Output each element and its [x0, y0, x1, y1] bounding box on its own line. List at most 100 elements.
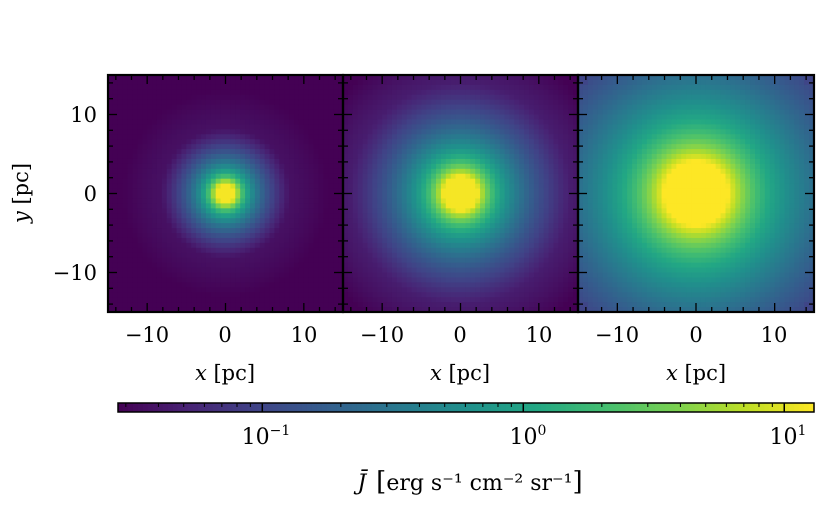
heatmap-cell: [215, 297, 222, 303]
heatmap-cell: [578, 124, 584, 130]
heatmap-cell: [147, 183, 153, 190]
heatmap-cell: [142, 252, 148, 259]
heatmap-cell: [245, 173, 251, 180]
heatmap-cell: [240, 297, 246, 303]
heatmap-cell: [259, 302, 266, 308]
heatmap-cell: [406, 257, 413, 264]
heatmap-cell: [166, 109, 173, 116]
heatmap-cell: [387, 75, 393, 81]
heatmap-cell: [475, 84, 481, 91]
heatmap-cell: [318, 307, 325, 312]
heatmap-cell: [475, 134, 481, 140]
heatmap-cell: [303, 183, 310, 190]
heatmap-cell: [431, 223, 437, 229]
heatmap-cell: [568, 272, 574, 279]
heatmap-cell: [215, 124, 222, 130]
heatmap-cell: [440, 277, 447, 283]
heatmap-cell: [201, 218, 207, 224]
heatmap-cell: [264, 104, 271, 111]
heatmap-cell: [509, 144, 515, 150]
heatmap-cell: [607, 218, 614, 224]
heatmap-cell: [406, 188, 413, 195]
heatmap-cell: [166, 242, 173, 249]
heatmap-cell: [318, 218, 325, 224]
heatmap-cell: [196, 292, 202, 298]
heatmap-cell: [259, 257, 266, 264]
heatmap-cell: [240, 228, 246, 234]
heatmap-cell: [519, 307, 525, 312]
heatmap-cell: [391, 129, 398, 135]
heatmap-cell: [303, 129, 310, 135]
heatmap-cell: [553, 94, 560, 101]
heatmap-cell: [220, 208, 227, 214]
heatmap-cell: [431, 129, 437, 135]
heatmap-cell: [215, 178, 222, 185]
heatmap-cell: [382, 297, 388, 303]
heatmap-cell: [494, 119, 501, 125]
heatmap-cell: [210, 168, 217, 175]
heatmap-cell: [445, 79, 452, 86]
heatmap-cell: [519, 193, 525, 200]
heatmap-cell: [367, 228, 373, 234]
heatmap-cell: [142, 99, 148, 106]
heatmap-cell: [352, 149, 359, 155]
heatmap-cell: [416, 79, 422, 86]
heatmap-cell: [416, 292, 422, 298]
heatmap-cell: [592, 297, 599, 303]
heatmap-cell: [191, 109, 197, 116]
heatmap-cell: [387, 223, 393, 229]
heatmap-cell: [196, 178, 202, 185]
heatmap-cell: [254, 149, 261, 155]
heatmap-cell: [421, 94, 427, 101]
heatmap-cell: [137, 247, 143, 254]
heatmap-cell: [450, 228, 457, 234]
heatmap-cell: [249, 129, 256, 135]
heatmap-cell: [529, 242, 535, 249]
heatmap-cell: [156, 277, 163, 283]
heatmap-cell: [274, 287, 280, 293]
heatmap-cell: [303, 277, 310, 283]
heatmap-cell: [108, 129, 114, 135]
heatmap-cell: [440, 75, 447, 81]
heatmap-cell: [455, 228, 462, 234]
heatmap-cell: [127, 237, 134, 244]
heatmap-cell: [259, 84, 266, 91]
heatmap-cell: [152, 242, 158, 249]
heatmap-cell: [269, 203, 276, 209]
heatmap-cell: [117, 267, 124, 274]
heatmap-cell: [328, 233, 334, 239]
heatmap-cell: [406, 119, 413, 125]
heatmap-cell: [421, 267, 427, 274]
heatmap-cell: [475, 287, 481, 293]
heatmap-cell: [597, 252, 604, 259]
heatmap-cell: [338, 75, 343, 81]
heatmap-cell: [533, 208, 540, 214]
heatmap-cell: [269, 178, 276, 185]
heatmap-cell: [303, 188, 310, 195]
heatmap-cell: [421, 223, 427, 229]
heatmap-cell: [436, 84, 442, 91]
heatmap-cell: [578, 198, 584, 204]
heatmap-cell: [470, 89, 476, 96]
heatmap-cell: [573, 223, 578, 229]
heatmap-cell: [191, 208, 197, 214]
heatmap-cell: [284, 218, 290, 224]
heatmap-cell: [127, 252, 134, 259]
heatmap-cell: [553, 158, 560, 165]
heatmap-cell: [352, 282, 359, 288]
heatmap-cell: [587, 158, 594, 165]
heatmap-cell: [196, 183, 202, 190]
heatmap-cell: [421, 282, 427, 288]
heatmap-cell: [347, 297, 354, 303]
heatmap-cell: [558, 282, 564, 288]
heatmap-cell: [514, 178, 520, 185]
heatmap-cell: [426, 109, 432, 116]
heatmap-cell: [362, 75, 369, 81]
heatmap-cell: [440, 193, 447, 200]
heatmap-cell: [245, 257, 251, 264]
heatmap-cell: [352, 163, 359, 170]
heatmap-cell: [343, 104, 349, 111]
heatmap-cell: [112, 79, 119, 86]
heatmap-cell: [254, 297, 261, 303]
heatmap-cell: [357, 109, 364, 116]
